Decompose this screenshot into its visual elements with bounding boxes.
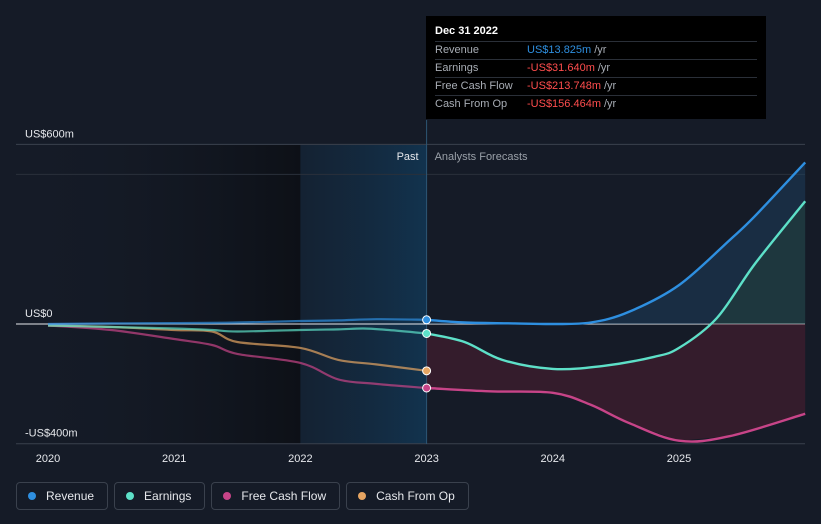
free-cash-flow-marker[interactable] [422, 383, 432, 393]
legend-item-earnings[interactable]: Earnings [114, 482, 206, 510]
series-layer [47, 161, 807, 443]
earnings-positive-area [426, 201, 806, 324]
x-tick-label: 2022 [288, 453, 312, 465]
legend-item-cash-from-op[interactable]: Cash From Op [346, 482, 469, 510]
forecast-label: Analysts Forecasts [435, 151, 528, 163]
tooltip-value: US$13.825m [527, 44, 592, 56]
legend-label: Revenue [46, 489, 95, 503]
chart-canvas: US$600m US$0 -US$400m 2020 2021 2022 2023 2024 2… [16, 120, 807, 465]
legend-label: Cash From Op [376, 489, 455, 503]
tooltip-label: Earnings [435, 62, 479, 74]
x-tick-label: 2020 [36, 453, 60, 465]
tooltip-date: Dec 31 2022 [435, 25, 498, 37]
past-label: Past [397, 151, 419, 163]
tooltip-row-cash-from-op: Cash From Op -US$156.464m /yr [435, 95, 757, 113]
free-cash-flow-line-past [47, 324, 427, 390]
tooltip-row-revenue: Revenue US$13.825m /yr [435, 41, 757, 59]
x-tick-label: 2025 [667, 453, 691, 465]
tooltip: Dec 31 2022 Revenue US$13.825m /yr Earni… [426, 16, 766, 119]
label-layer: US$600m US$0 -US$400m 2020 2021 2022 2023 2024 2… [25, 128, 691, 465]
background-layer [16, 145, 427, 444]
revenue-marker[interactable] [422, 315, 432, 325]
earnings-marker[interactable] [422, 328, 432, 338]
tooltip-value: -US$31.640m [527, 62, 595, 74]
legend-item-free-cash-flow[interactable]: Free Cash Flow [211, 482, 341, 510]
tooltip-unit: /yr [594, 44, 607, 56]
tooltip-label: Free Cash Flow [435, 80, 513, 92]
earnings-line-past [47, 324, 427, 335]
revenue-line-past [47, 318, 427, 326]
legend: Revenue Earnings Free Cash Flow Cash Fro… [16, 482, 469, 510]
legend-dot [358, 492, 367, 500]
legend-dot [223, 492, 232, 500]
revenue-area [426, 162, 806, 324]
legend-dot [126, 492, 135, 500]
tooltip-unit: /yr [597, 62, 611, 74]
x-tick-label: 2021 [162, 453, 186, 465]
legend-label: Earnings [144, 489, 192, 503]
tooltip-value: -US$213.748m [527, 80, 601, 92]
y-tick-label: -US$400m [25, 428, 78, 440]
free-cash-flow-line-forecast [426, 386, 806, 443]
tooltip-label: Cash From Op [435, 98, 508, 110]
legend-item-revenue[interactable]: Revenue [16, 482, 109, 510]
x-tick-label: 2024 [541, 453, 565, 465]
tooltip-label: Revenue [435, 44, 480, 56]
tooltip-unit: /yr [604, 80, 617, 92]
legend-label: Free Cash Flow [241, 489, 327, 503]
tooltip-unit: /yr [604, 98, 617, 110]
earnings-line-forecast [426, 200, 807, 371]
y-tick-label: US$0 [25, 308, 53, 320]
cash-from-op-marker[interactable] [422, 366, 432, 376]
past-highlight [300, 145, 427, 444]
y-tick-label: US$600m [25, 128, 74, 140]
legend-dot [28, 492, 36, 500]
loss-area [426, 324, 806, 441]
tooltip-value: -US$156.464m [527, 98, 601, 110]
past-shade [16, 145, 301, 444]
revenue-line-forecast [426, 161, 807, 326]
tooltip-row-earnings: Earnings -US$31.640m /yr [435, 59, 757, 77]
tooltip-row-free-cash-flow: Free Cash Flow -US$213.748m /yr [435, 77, 757, 95]
x-tick-label: 2023 [414, 453, 438, 465]
